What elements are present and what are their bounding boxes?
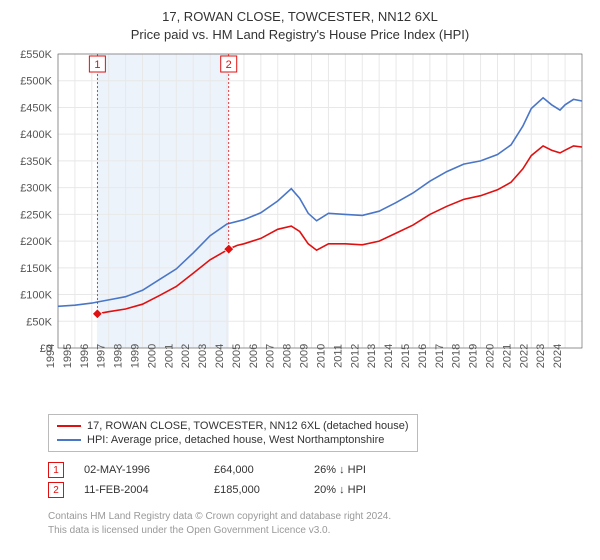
sale-row-diff: 20% ↓ HPI xyxy=(314,484,414,496)
page-subtitle: Price paid vs. HM Land Registry's House … xyxy=(10,26,590,44)
title-block: 17, ROWAN CLOSE, TOWCESTER, NN12 6XL Pri… xyxy=(10,8,590,44)
y-tick-label: £50K xyxy=(26,317,52,329)
x-tick-label: 2023 xyxy=(535,344,547,368)
legend-swatch xyxy=(57,425,81,427)
footer-line-2: This data is licensed under the Open Gov… xyxy=(48,524,590,538)
x-tick-label: 2000 xyxy=(146,344,158,368)
sale-marker-number: 2 xyxy=(226,59,232,71)
x-tick-label: 2002 xyxy=(180,344,192,368)
highlight-band xyxy=(97,54,229,348)
y-tick-label: £400K xyxy=(20,130,52,142)
legend: 17, ROWAN CLOSE, TOWCESTER, NN12 6XL (de… xyxy=(48,414,418,452)
sale-row-date: 02-MAY-1996 xyxy=(84,464,194,476)
x-tick-label: 2003 xyxy=(197,344,209,368)
y-tick-label: £500K xyxy=(20,76,52,88)
footer-line-1: Contains HM Land Registry data © Crown c… xyxy=(48,510,590,524)
sale-row-marker: 2 xyxy=(48,482,64,498)
y-tick-label: £100K xyxy=(20,290,52,302)
chart-svg: £0£50K£100K£150K£200K£250K£300K£350K£400… xyxy=(10,48,590,408)
x-tick-label: 2006 xyxy=(248,344,260,368)
x-tick-label: 2022 xyxy=(518,344,530,368)
x-tick-label: 2019 xyxy=(468,344,480,368)
y-tick-label: £250K xyxy=(20,210,52,222)
page-container: 17, ROWAN CLOSE, TOWCESTER, NN12 6XL Pri… xyxy=(0,0,600,546)
x-tick-label: 2018 xyxy=(451,344,463,368)
y-tick-label: £150K xyxy=(20,263,52,275)
x-tick-label: 1999 xyxy=(130,344,142,368)
sale-row-diff: 26% ↓ HPI xyxy=(314,464,414,476)
x-tick-label: 2020 xyxy=(484,344,496,368)
sale-row: 2 11-FEB-2004 £185,000 20% ↓ HPI xyxy=(48,480,590,500)
x-tick-label: 1997 xyxy=(96,344,108,368)
sales-table: 1 02-MAY-1996 £64,000 26% ↓ HPI 2 11-FEB-2004… xyxy=(48,460,590,500)
legend-label: 17, ROWAN CLOSE, TOWCESTER, NN12 6XL (de… xyxy=(87,420,409,432)
x-tick-label: 2009 xyxy=(299,344,311,368)
sale-row-marker: 1 xyxy=(48,462,64,478)
x-tick-label: 2021 xyxy=(501,344,513,368)
x-tick-label: 1994 xyxy=(45,344,57,368)
sale-row-price: £185,000 xyxy=(214,484,294,496)
y-tick-label: £350K xyxy=(20,156,52,168)
x-tick-label: 2012 xyxy=(349,344,361,368)
x-tick-label: 2005 xyxy=(231,344,243,368)
x-tick-label: 2001 xyxy=(163,344,175,368)
x-tick-label: 2007 xyxy=(265,344,277,368)
sale-marker-number: 1 xyxy=(94,59,100,71)
x-tick-label: 2004 xyxy=(214,344,226,368)
x-tick-label: 2008 xyxy=(282,344,294,368)
legend-swatch xyxy=(57,439,81,441)
sale-row-date: 11-FEB-2004 xyxy=(84,484,194,496)
legend-label: HPI: Average price, detached house, West… xyxy=(87,434,384,446)
y-tick-label: £450K xyxy=(20,103,52,115)
footer: Contains HM Land Registry data © Crown c… xyxy=(48,510,590,538)
sale-row: 1 02-MAY-1996 £64,000 26% ↓ HPI xyxy=(48,460,590,480)
legend-row: 17, ROWAN CLOSE, TOWCESTER, NN12 6XL (de… xyxy=(57,419,409,433)
y-tick-label: £200K xyxy=(20,236,52,248)
x-tick-label: 2013 xyxy=(366,344,378,368)
y-tick-label: £550K xyxy=(20,49,52,61)
x-tick-label: 2015 xyxy=(400,344,412,368)
x-tick-label: 1996 xyxy=(79,344,91,368)
page-title: 17, ROWAN CLOSE, TOWCESTER, NN12 6XL xyxy=(10,8,590,26)
x-tick-label: 2014 xyxy=(383,344,395,368)
y-tick-label: £300K xyxy=(20,183,52,195)
x-tick-label: 2017 xyxy=(434,344,446,368)
x-tick-label: 2010 xyxy=(315,344,327,368)
x-tick-label: 2024 xyxy=(552,344,564,368)
sale-row-price: £64,000 xyxy=(214,464,294,476)
x-tick-label: 1995 xyxy=(62,344,74,368)
legend-row: HPI: Average price, detached house, West… xyxy=(57,433,409,447)
price-chart: £0£50K£100K£150K£200K£250K£300K£350K£400… xyxy=(10,48,590,408)
x-tick-label: 2016 xyxy=(417,344,429,368)
x-tick-label: 1998 xyxy=(113,344,125,368)
